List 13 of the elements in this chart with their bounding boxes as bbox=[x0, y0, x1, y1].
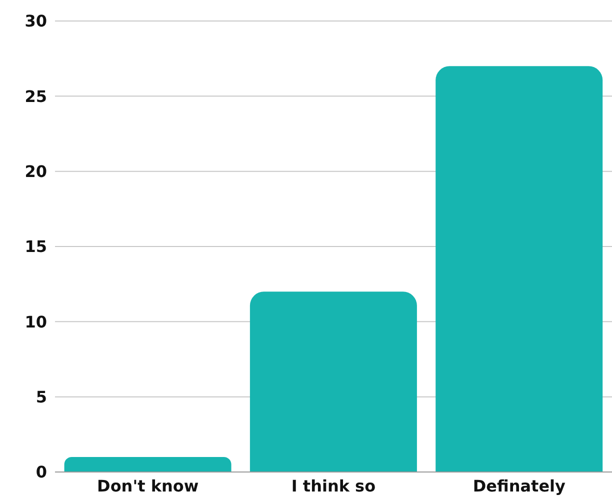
y-tick-label: 30 bbox=[24, 12, 47, 31]
y-tick-label: 25 bbox=[24, 86, 47, 106]
y-tick-label: 15 bbox=[24, 237, 47, 256]
x-tick-label: I think so bbox=[291, 476, 376, 496]
x-tick-label: Don't know bbox=[97, 476, 199, 496]
y-tick-label: 5 bbox=[36, 388, 47, 407]
bar bbox=[64, 456, 232, 472]
y-tick-label: 20 bbox=[24, 162, 47, 182]
x-tick-label: Definately bbox=[472, 476, 566, 496]
bar bbox=[436, 66, 603, 472]
y-tick-label: 10 bbox=[24, 312, 47, 332]
bar bbox=[250, 292, 417, 472]
y-tick-label: 0 bbox=[36, 462, 47, 482]
